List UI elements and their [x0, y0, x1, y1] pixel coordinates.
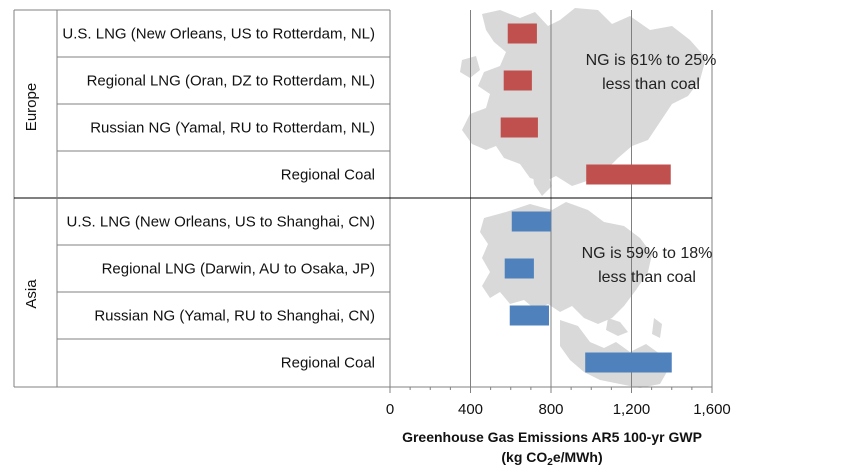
bar-asia-4 [585, 352, 672, 373]
x-tick-label: 400 [458, 401, 483, 418]
category-labels: U.S. LNG (New Orleans, US to Rotterdam, … [62, 26, 375, 372]
category-label: U.S. LNG (New Orleans, US to Shanghai, C… [67, 214, 375, 231]
europe-map-image [460, 8, 706, 196]
x-tick-label: 0 [386, 401, 394, 418]
chart-frame [13, 9, 712, 388]
annotation-europe: NG is 61% to 25% less than coal [586, 52, 717, 93]
annotation-europe-line2: less than coal [602, 76, 700, 93]
category-label: Russian NG (Yamal, RU to Shanghai, CN) [94, 308, 375, 325]
annotation-asia: NG is 59% to 18% less than coal [582, 245, 713, 286]
group-label-asia: Asia [23, 279, 40, 309]
x-axis-title-post: e/MWh) [553, 449, 603, 465]
bar-asia-2 [504, 258, 534, 279]
x-axis-title-line1: Greenhouse Gas Emissions AR5 100-yr GWP [402, 429, 702, 445]
x-axis-title-line2: (kg CO2e/MWh) [501, 449, 602, 468]
x-axis-title-pre: (kg CO [501, 449, 547, 465]
bars [500, 23, 672, 373]
bar-asia-3 [509, 305, 549, 326]
category-label: Regional Coal [281, 355, 375, 372]
bar-asia-1 [511, 211, 551, 232]
category-label: Regional LNG (Oran, DZ to Rotterdam, NL) [87, 73, 375, 90]
annotation-europe-line1: NG is 61% to 25% [586, 52, 717, 69]
group-label-europe: Europe [23, 83, 40, 131]
x-tick-label: 1,600 [693, 401, 731, 418]
x-tick-label: 800 [538, 401, 563, 418]
x-axis: 0 400 800 1,200 1,600 [386, 387, 731, 418]
x-tick-label: 1,200 [613, 401, 651, 418]
bar-europe-3 [500, 117, 538, 138]
bar-europe-4 [586, 164, 671, 185]
category-label: Russian NG (Yamal, RU to Rotterdam, NL) [90, 120, 375, 137]
bar-europe-2 [503, 70, 532, 91]
category-label: U.S. LNG (New Orleans, US to Rotterdam, … [62, 26, 375, 43]
category-label: Regional LNG (Darwin, AU to Osaka, JP) [102, 261, 375, 278]
category-label: Regional Coal [281, 167, 375, 184]
annotation-asia-line2: less than coal [598, 269, 696, 286]
annotation-asia-line1: NG is 59% to 18% [582, 245, 713, 262]
bar-europe-1 [507, 23, 537, 44]
x-axis-title-subscript: 2 [547, 457, 553, 468]
